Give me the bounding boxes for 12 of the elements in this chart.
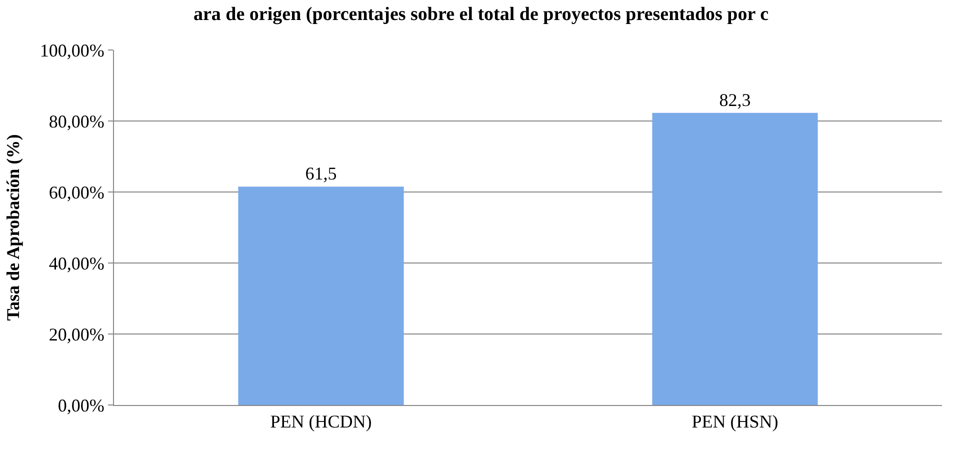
y-axis-title: Tasa de Aprobación (%)	[3, 134, 24, 321]
chart-title: ara de origen (porcentajes sobre el total de proyectos presentados por c	[193, 4, 769, 26]
y-tick-label: 80,00%	[48, 111, 104, 132]
y-tick-label: 0,00%	[58, 395, 104, 416]
y-tick-label: 20,00%	[48, 324, 104, 344]
y-tick-label: 60,00%	[48, 182, 104, 202]
x-tick-label: PEN (HCDN)	[270, 412, 372, 432]
data-label: 82,3	[719, 90, 751, 110]
data-label: 61,5	[305, 164, 337, 184]
y-tick-label: 100,00%	[40, 40, 104, 60]
x-tick-label: PEN (HSN)	[692, 412, 778, 432]
y-tick-label: 40,00%	[48, 253, 104, 274]
